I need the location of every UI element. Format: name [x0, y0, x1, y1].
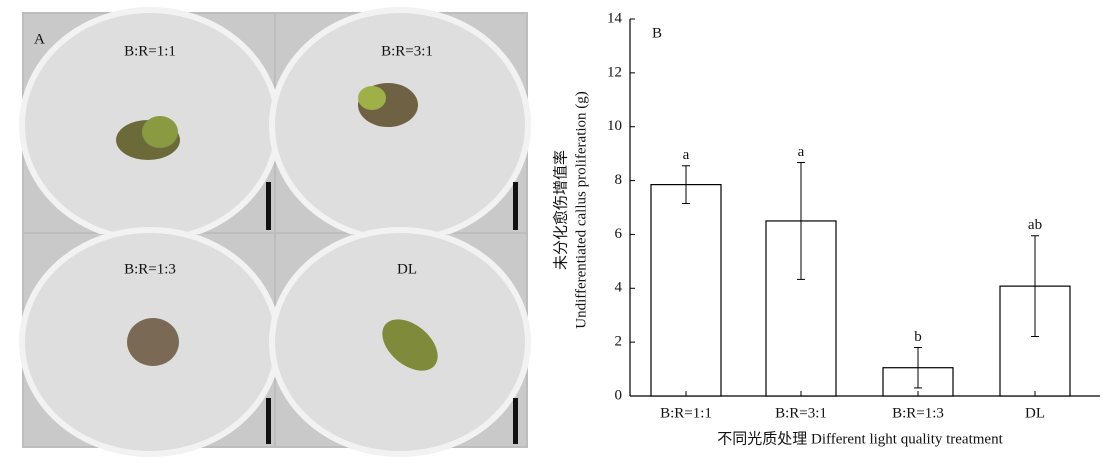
y-tick-label: 12	[607, 64, 622, 80]
y-tick-label: 14	[607, 10, 623, 26]
x-axis-label: 不同光质处理 Different light quality treatment	[717, 430, 1003, 447]
dish	[269, 7, 531, 243]
panel-label: A	[34, 31, 45, 47]
x-tick-label: B:R=3:1	[775, 405, 827, 421]
y-tick-label: 2	[615, 334, 623, 350]
dish	[269, 227, 531, 457]
y-tick-label: 0	[615, 387, 623, 403]
dish-label: B:R=3:1	[381, 43, 433, 59]
dish	[19, 7, 281, 243]
significance-label: ab	[1028, 217, 1042, 233]
y-axis-label: 未分化愈伤增值率	[552, 150, 569, 270]
y-axis-label: Undifferentiated callus proliferation (g…	[573, 91, 589, 329]
x-tick-label: B:R=1:3	[892, 405, 944, 421]
bar	[650, 184, 722, 397]
significance-label: a	[798, 144, 805, 160]
x-tick-label: B:R=1:1	[660, 405, 712, 421]
panel-label: B	[652, 25, 662, 41]
y-tick-label: 8	[615, 172, 623, 188]
photo-panel: A B:R=1:1 B:R=3:1 B:R=1:3 DL	[19, 7, 531, 457]
y-tick-label: 4	[615, 280, 623, 296]
dish	[19, 227, 281, 457]
dish-label: DL	[397, 261, 417, 277]
dish-label: B:R=1:3	[124, 261, 176, 277]
y-tick-label: 10	[607, 118, 622, 134]
significance-label: a	[683, 147, 690, 163]
x-tick-label: DL	[1025, 405, 1045, 421]
dish-label: B:R=1:1	[124, 43, 176, 59]
y-tick-label: 6	[615, 226, 623, 242]
significance-label: b	[914, 329, 922, 345]
